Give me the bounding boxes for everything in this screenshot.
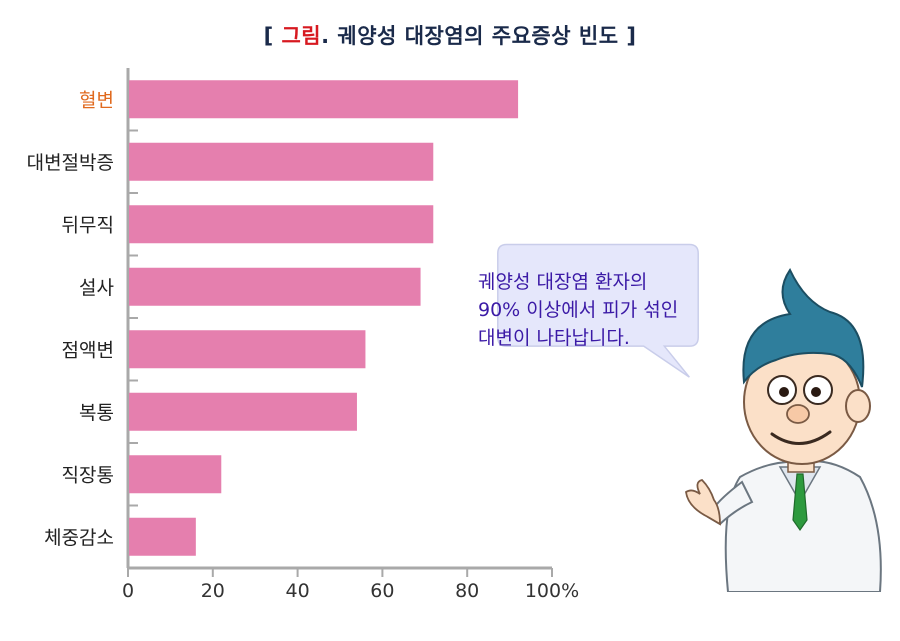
bar — [129, 205, 434, 244]
category-label: 복통 — [79, 402, 114, 424]
bar — [129, 392, 357, 431]
x-tick-label: 80 — [455, 580, 479, 602]
bubble-line-2: 90% 이상에서 피가 섞인 — [478, 299, 679, 321]
doctor-pupil-right — [811, 387, 821, 397]
bar — [129, 267, 421, 306]
category-label: 대변절박증 — [27, 152, 114, 174]
doctor-mouth — [770, 430, 832, 445]
x-tick-label: 0 — [122, 580, 134, 602]
doctor-pupil-left — [779, 387, 789, 397]
bubble-line-3: 대변이 나타납니다. — [478, 327, 630, 349]
category-label: 혈변 — [79, 89, 114, 111]
bar — [129, 455, 222, 494]
category-label: 점액변 — [62, 339, 114, 361]
x-tick-label: 60 — [370, 580, 394, 602]
x-tick-label: 40 — [286, 580, 310, 602]
speech-bubble — [497, 243, 699, 378]
x-tick-label: 100% — [525, 580, 579, 602]
bar — [129, 80, 519, 119]
bar — [129, 517, 196, 556]
category-label: 뒤무직 — [62, 214, 114, 236]
doctor-nose — [786, 404, 810, 424]
category-label: 직장통 — [62, 464, 114, 486]
category-label: 체중감소 — [44, 527, 114, 549]
bar — [129, 142, 434, 181]
x-tick-label: 20 — [201, 580, 225, 602]
speech-bubble-text: 궤양성 대장염 환자의 90% 이상에서 피가 섞인 대변이 나타납니다. — [478, 268, 728, 352]
doctor-tie — [792, 473, 808, 532]
chart-title: [ 그림. 궤양성 대장염의 주요증상 빈도 ] — [263, 24, 637, 48]
bubble-line-1: 궤양성 대장염 환자의 — [478, 271, 648, 293]
doctor-character-icon — [685, 267, 882, 592]
category-label: 설사 — [79, 277, 114, 299]
doctor-hand — [685, 479, 721, 526]
doctor-ear — [845, 389, 871, 423]
doctor-hair — [742, 267, 865, 388]
bar — [129, 330, 366, 369]
